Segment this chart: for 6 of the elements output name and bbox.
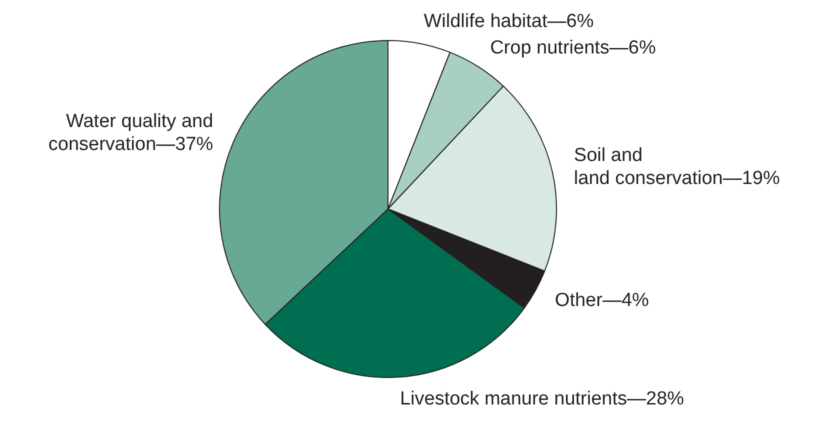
slice-label: Water quality and conservation—37%: [48, 111, 214, 156]
slice-label: Other—4%: [554, 290, 650, 312]
slice-label: Livestock manure nutrients—28%: [400, 388, 684, 410]
slice-label: Wildlife habitat—6%: [424, 11, 594, 32]
slice-label: Crop nutrients—6%: [490, 37, 656, 58]
slice-label: Soil and land conservation—19%: [574, 145, 780, 190]
